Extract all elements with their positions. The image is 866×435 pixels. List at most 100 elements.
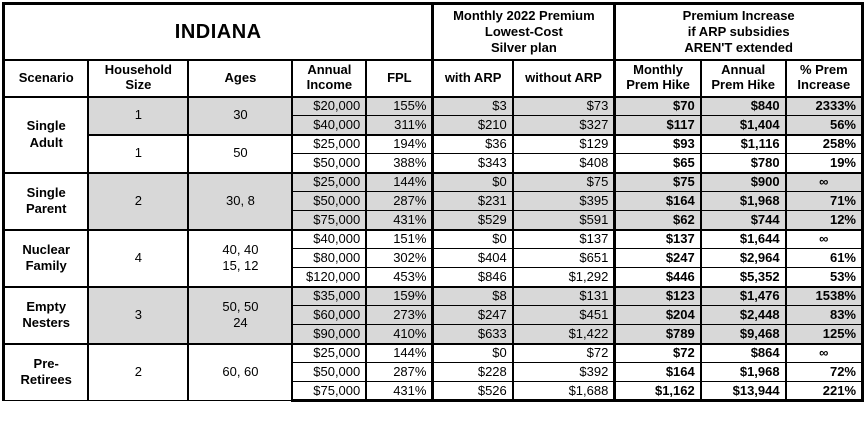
without-arp-premium-cell: $591 xyxy=(511,210,616,230)
without-arp-premium-cell: $395 xyxy=(511,191,616,211)
scenario-cell: Single Adult xyxy=(2,95,90,173)
annual-prem-hike-cell: $2,448 xyxy=(699,305,787,325)
with-arp-premium-cell: $526 xyxy=(431,381,514,402)
annual-prem-hike-cell: $9,468 xyxy=(699,324,787,344)
monthly-prem-hike-cell: $1,162 xyxy=(613,381,702,402)
annual-income-cell: $40,000 xyxy=(291,115,368,135)
table-row: $90,000 410% $633 $1,422 $789 $9,468 125% xyxy=(4,324,864,344)
col-header-annual-income: Annual Income xyxy=(291,59,368,98)
monthly-prem-hike-cell: $446 xyxy=(613,267,702,287)
household-size-cell: 1 xyxy=(87,133,190,173)
with-arp-premium-cell: $228 xyxy=(431,362,514,382)
household-size-cell: 1 xyxy=(87,95,190,135)
annual-prem-hike-cell: $900 xyxy=(699,171,787,192)
annual-income-cell: $25,000 xyxy=(291,342,368,363)
with-arp-premium-cell: $3 xyxy=(431,95,514,116)
without-arp-premium-cell: $72 xyxy=(511,342,616,363)
annual-prem-hike-cell: $1,644 xyxy=(699,228,787,249)
annual-prem-hike-cell: $840 xyxy=(699,95,787,116)
fpl-cell: 194% xyxy=(365,133,434,154)
ages-cell: 30, 8 xyxy=(187,171,294,230)
fpl-cell: 302% xyxy=(365,248,434,268)
ages-cell: 60, 60 xyxy=(187,342,294,401)
annual-income-cell: $120,000 xyxy=(291,267,368,287)
monthly-prem-hike-cell: $164 xyxy=(613,362,702,382)
annual-income-cell: $35,000 xyxy=(291,285,368,306)
pct-prem-increase-cell: ∞ xyxy=(784,342,864,363)
with-arp-premium-cell: $247 xyxy=(431,305,514,325)
table-body: Single Adult 1 30 $20,000 155% $3 $73 $70 $840 23… xyxy=(2,95,864,402)
annual-prem-hike-cell: $1,968 xyxy=(699,362,787,382)
with-arp-premium-cell: $343 xyxy=(431,153,514,173)
monthly-prem-hike-cell: $75 xyxy=(613,171,702,192)
with-arp-premium-cell: $529 xyxy=(431,210,514,230)
pct-prem-increase-cell: 72% xyxy=(784,362,864,382)
annual-income-cell: $50,000 xyxy=(291,153,368,173)
ages-cell: 50 xyxy=(187,133,294,173)
household-size-cell: 2 xyxy=(87,171,190,230)
without-arp-premium-cell: $651 xyxy=(511,248,616,268)
monthly-prem-hike-cell: $789 xyxy=(613,324,702,344)
annual-prem-hike-cell: $1,476 xyxy=(699,285,787,306)
fpl-cell: 431% xyxy=(365,381,434,402)
pct-prem-increase-cell: 83% xyxy=(784,305,864,325)
annual-income-cell: $50,000 xyxy=(291,362,368,382)
annual-income-cell: $40,000 xyxy=(291,228,368,249)
table-row: Empty Nesters 3 50, 50 24 $35,000 159% $8 $131… xyxy=(2,285,864,344)
pct-prem-increase-cell: 221% xyxy=(784,381,864,402)
col-header-annual-prem-hike: Annual Prem Hike xyxy=(699,59,787,98)
annual-income-cell: $80,000 xyxy=(291,248,368,268)
col-header-ages: Ages xyxy=(187,59,294,98)
table-row: $80,000 302% $404 $651 $247 $2,964 61% xyxy=(4,248,864,268)
annual-prem-hike-cell: $5,352 xyxy=(699,267,787,287)
indiana-premium-table: INDIANA Monthly 2022 Premium Lowest-Cost… xyxy=(1,2,864,402)
monthly-prem-hike-cell: $72 xyxy=(613,342,702,363)
scenario-cell: Pre- Retirees xyxy=(2,342,90,401)
without-arp-premium-cell: $73 xyxy=(511,95,616,116)
annual-prem-hike-cell: $1,404 xyxy=(699,115,787,135)
pct-prem-increase-cell: 53% xyxy=(784,267,864,287)
scenario-cell: Empty Nesters xyxy=(2,285,90,344)
table-row: Single Parent 2 30, 8 $25,000 144% $0 $75 $75 $9… xyxy=(2,171,864,230)
annual-income-cell: $50,000 xyxy=(291,191,368,211)
with-arp-premium-cell: $404 xyxy=(431,248,514,268)
monthly-prem-hike-cell: $137 xyxy=(613,228,702,249)
without-arp-premium-cell: $1,688 xyxy=(511,381,616,402)
monthly-prem-hike-cell: $247 xyxy=(613,248,702,268)
col-header-fpl: FPL xyxy=(365,59,434,98)
table-row: $75,000 431% $526 $1,688 $1,162 $13,944 221% xyxy=(4,381,864,402)
pct-prem-increase-cell: 19% xyxy=(784,153,864,173)
annual-prem-hike-cell: $1,116 xyxy=(699,133,787,154)
pct-prem-increase-cell: 71% xyxy=(784,191,864,211)
table-row: Single Adult 1 30 $20,000 155% $3 $73 $70 $840 23… xyxy=(2,95,864,173)
fpl-cell: 273% xyxy=(365,305,434,325)
without-arp-premium-cell: $131 xyxy=(511,285,616,306)
pct-prem-increase-cell: 125% xyxy=(784,324,864,344)
col-header-monthly-prem-hike: Monthly Prem Hike xyxy=(613,59,702,98)
pct-prem-increase-cell: 12% xyxy=(784,210,864,230)
monthly-prem-hike-cell: $117 xyxy=(613,115,702,135)
fpl-cell: 144% xyxy=(365,171,434,192)
fpl-cell: 410% xyxy=(365,324,434,344)
table-row: Nuclear Family 4 40, 40 15, 12 $40,000 151% $… xyxy=(2,228,864,287)
monthly-prem-hike-cell: $204 xyxy=(613,305,702,325)
fpl-cell: 287% xyxy=(365,191,434,211)
fpl-cell: 431% xyxy=(365,210,434,230)
pct-prem-increase-cell: 1538% xyxy=(784,285,864,306)
with-arp-premium-cell: $0 xyxy=(431,228,514,249)
ages-cell: 40, 40 15, 12 xyxy=(187,228,294,287)
without-arp-premium-cell: $129 xyxy=(511,133,616,154)
premium-group-header: Monthly 2022 Premium Lowest-Cost Silver … xyxy=(431,2,616,61)
monthly-prem-hike-cell: $164 xyxy=(613,191,702,211)
fpl-cell: 159% xyxy=(365,285,434,306)
with-arp-premium-cell: $0 xyxy=(431,171,514,192)
without-arp-premium-cell: $1,422 xyxy=(511,324,616,344)
annual-prem-hike-cell: $13,944 xyxy=(699,381,787,402)
col-header-scenario: Scenario xyxy=(2,59,90,98)
without-arp-premium-cell: $327 xyxy=(511,115,616,135)
household-size-cell: 2 xyxy=(87,342,190,401)
with-arp-premium-cell: $633 xyxy=(431,324,514,344)
pct-prem-increase-cell: 2333% xyxy=(784,95,864,116)
annual-income-cell: $75,000 xyxy=(291,210,368,230)
increase-group-header: Premium Increase if ARP subsidies AREN'T… xyxy=(613,2,864,61)
